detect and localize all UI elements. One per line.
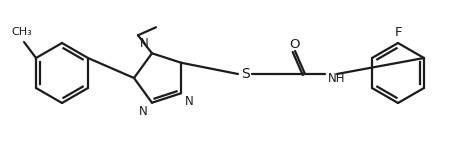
Text: CH₃: CH₃ [12, 27, 33, 37]
Text: N: N [139, 105, 148, 118]
Text: F: F [394, 27, 402, 40]
Text: N: N [185, 95, 194, 108]
Text: S: S [241, 67, 249, 81]
Text: NH: NH [328, 73, 346, 86]
Text: O: O [289, 38, 299, 51]
Text: N: N [140, 37, 149, 50]
